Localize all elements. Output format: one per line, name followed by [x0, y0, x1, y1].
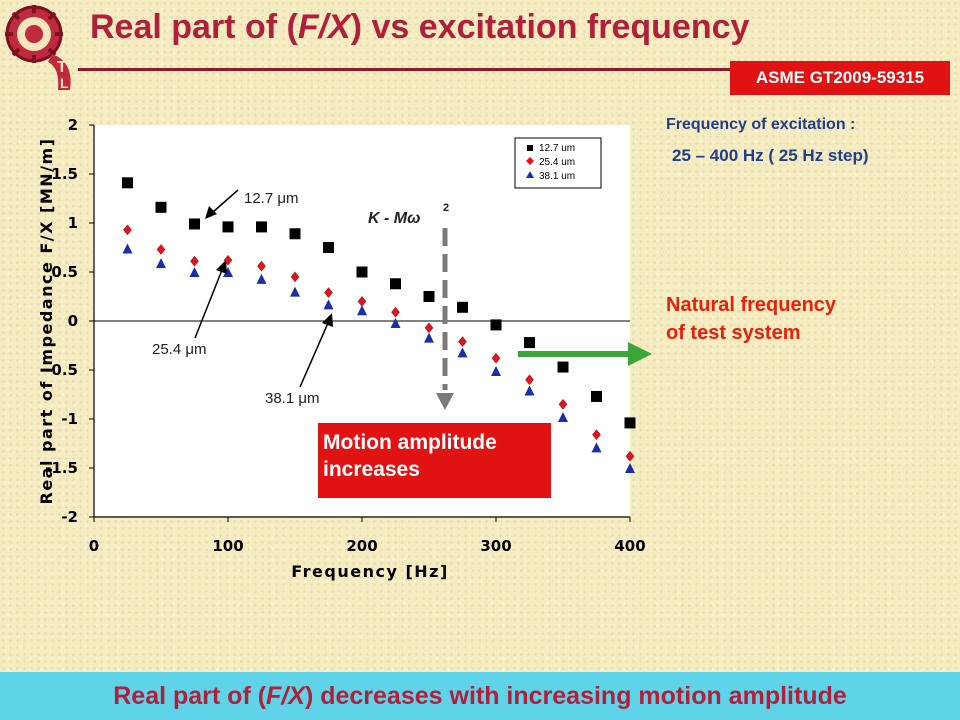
legend-marker-square	[527, 145, 533, 151]
data-point-diamond	[625, 450, 635, 462]
data-point-diamond	[458, 336, 467, 347]
data-point-square	[222, 221, 234, 233]
natural-frequency-note: Natural frequency of test system	[666, 291, 836, 347]
data-point-square	[289, 228, 301, 240]
data-point-triangle	[256, 273, 267, 284]
k-m-omega-label: K - Mω	[368, 210, 420, 227]
dashed-line-arrowhead	[436, 393, 454, 410]
y-tick-label: -1	[61, 410, 78, 428]
data-point-square	[155, 201, 167, 213]
data-point-square	[557, 361, 569, 373]
title-rule	[78, 68, 738, 71]
footer-banner: Real part of (F/X) decreases with increa…	[0, 672, 960, 720]
y-tick-label: 1.5	[51, 165, 78, 183]
arrowhead-12-7-um	[205, 206, 217, 219]
motion-line2: increases	[323, 458, 420, 481]
data-point-triangle	[290, 286, 300, 297]
y-tick-label: 2	[68, 116, 78, 134]
legend: 12.7 um 25.4 um 38.1 um	[514, 137, 602, 189]
x-tick-label: 400	[614, 537, 645, 555]
svg-text:L: L	[60, 75, 69, 91]
data-point-square	[624, 417, 636, 429]
x-axis-label: Frequency [Hz]	[291, 562, 449, 581]
data-point-square	[490, 319, 502, 331]
data-point-diamond	[257, 260, 266, 272]
legend-label-2: 25.4 um	[539, 157, 575, 168]
legend-marker-triangle	[526, 171, 534, 178]
data-point-diamond	[525, 374, 534, 386]
data-point-triangle	[591, 442, 602, 453]
x-tick-label: 0	[89, 537, 99, 555]
y-axis-label: Real part of Impedance F/X [MN/m]	[37, 137, 56, 504]
arrowhead-25-4-um	[216, 260, 227, 274]
data-point-diamond	[558, 398, 568, 410]
data-point-triangle	[189, 266, 200, 277]
legend-label-3: 38.1 um	[539, 171, 575, 182]
y-tick-label: -0.5	[45, 361, 78, 379]
y-tick-label: 0.5	[51, 263, 78, 281]
arrow-25-4-um	[194, 269, 223, 339]
frequency-range: 25 – 400 Hz ( 25 Hz step)	[672, 146, 869, 165]
data-point-triangle	[625, 462, 635, 473]
data-point-square	[323, 242, 334, 253]
legend-label-1: 12.7 um	[539, 143, 575, 154]
data-point-square	[457, 301, 468, 313]
arrow-12-7-um	[212, 189, 239, 213]
x-tick-label: 200	[346, 537, 377, 555]
x-tick-label: 300	[480, 537, 511, 555]
arrowhead-38-1-um	[322, 313, 333, 327]
data-point-square	[256, 221, 267, 233]
annotation-12-7-um: 12.7 μm	[244, 190, 299, 207]
data-point-triangle	[357, 305, 367, 316]
data-point-diamond	[491, 352, 501, 364]
annotation-25-4-um: 25.4 μm	[152, 341, 207, 358]
data-point-triangle	[156, 258, 166, 269]
data-point-diamond	[190, 255, 199, 267]
k-m-omega-superscript: 2	[443, 202, 449, 214]
data-point-triangle	[122, 243, 133, 254]
frequency-label: Frequency of excitation :	[666, 116, 856, 133]
data-point-square	[189, 218, 200, 230]
data-point-triangle	[558, 412, 568, 423]
data-point-triangle	[524, 385, 535, 396]
data-point-square	[390, 278, 401, 290]
logo: T L	[5, 5, 71, 91]
legend-marker-diamond	[526, 157, 534, 165]
data-point-diamond	[123, 224, 132, 236]
data-point-diamond	[156, 244, 166, 255]
data-point-square	[591, 390, 602, 402]
data-point-diamond	[290, 271, 300, 283]
natural-frequency-line1: Natural frequency	[666, 294, 837, 316]
data-point-triangle	[424, 332, 434, 343]
natural-frequency-line2: of test system	[666, 322, 801, 344]
data-point-diamond	[391, 306, 400, 318]
data-point-diamond	[592, 429, 601, 441]
data-point-square	[356, 266, 368, 278]
y-tick-label: 1	[68, 214, 78, 232]
data-point-square	[524, 337, 535, 349]
green-arrow-shaft	[518, 351, 630, 357]
data-point-triangle	[390, 317, 401, 328]
data-point-triangle	[323, 299, 334, 310]
data-point-triangle	[223, 266, 233, 277]
data-point-triangle	[457, 347, 468, 358]
page-title: Real part of (F/X) vs excitation frequen…	[90, 8, 750, 46]
paper-badge: ASME GT2009-59315	[730, 61, 950, 95]
motion-amplitude-box: Motion amplitude increases	[318, 423, 551, 498]
data-point-triangle	[491, 365, 501, 376]
arrow-38-1-um	[299, 322, 329, 388]
y-tick-label: -1.5	[45, 459, 78, 477]
green-arrow-head	[628, 342, 652, 366]
data-point-square	[122, 177, 133, 189]
x-tick-label: 100	[212, 537, 243, 555]
impedance-chart: -2 -1.5 -1 -0.5 0 0.5 1 1.5 2 0 100 200 300 400 Real …	[37, 116, 652, 581]
annotation-38-1-um: 38.1 μm	[265, 390, 320, 407]
y-tick-label: -2	[61, 508, 78, 526]
data-point-square	[423, 291, 435, 302]
data-point-diamond	[324, 287, 333, 298]
y-tick-label: 0	[68, 312, 78, 330]
motion-line1: Motion amplitude	[323, 431, 497, 454]
svg-text:T: T	[57, 59, 67, 76]
